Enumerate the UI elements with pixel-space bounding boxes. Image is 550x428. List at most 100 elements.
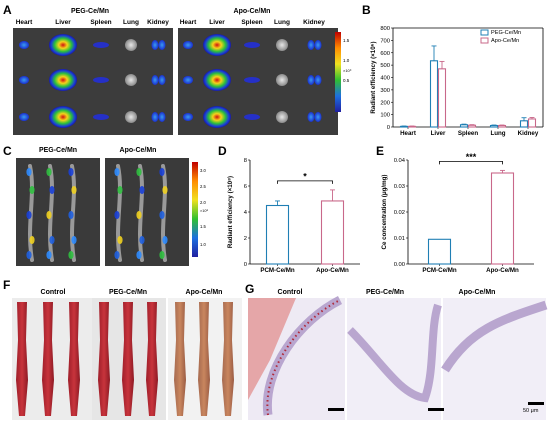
chart-d-y-tick-label: 6	[244, 184, 247, 190]
panel-label-c: C	[3, 144, 12, 158]
aorta-strip	[48, 164, 54, 262]
chart-d-y-tick-label: 4	[244, 210, 248, 216]
fluorescence-spot	[71, 236, 77, 244]
aorta-strip	[161, 164, 167, 262]
panel-c-colorbar-tick-5: 1.0	[200, 242, 206, 247]
panel-a-organ-heart-left: Heart	[16, 19, 33, 26]
fluorescence-spot	[136, 168, 142, 176]
panel-f-group-label-control: Control	[41, 289, 66, 296]
aorta-photo-strip	[174, 302, 186, 416]
panel-g-group-label-control: Control	[278, 289, 303, 296]
chart-b-bar	[399, 125, 409, 128]
chart-b-x-tick-label: Liver	[431, 130, 446, 137]
chart-b-y-tick-label: 800	[380, 26, 390, 32]
chart-b-x-tick-label: Kidney	[518, 130, 539, 137]
fluorescence-spot	[71, 186, 77, 194]
panel-c-colorbar	[192, 162, 198, 257]
kidney-organ	[314, 112, 322, 122]
panel-a-colorbar-tick-3: 0.5	[343, 78, 350, 83]
chart-e-significance-bracket	[439, 161, 503, 165]
kidney-organ	[151, 112, 159, 122]
chart-b-bar	[497, 124, 507, 128]
chart-b-y-tick-label: 200	[380, 100, 390, 106]
kidney-organ	[314, 75, 322, 85]
fluorescence-spot	[68, 251, 74, 259]
panel-f-group-label-peg: PEG-Ce/Mn	[109, 289, 147, 296]
kidney-organ	[158, 75, 166, 85]
chart-b-bar	[459, 124, 469, 128]
fluorescence-spot	[46, 251, 52, 259]
fluorescence-spot	[29, 236, 35, 244]
kidney-organ	[307, 75, 315, 85]
fluorescence-spot	[29, 186, 35, 194]
panel-a-organ-liver-right: Liver	[209, 19, 225, 26]
chart-e-x-tick-label: PCM-Ce/Mn	[422, 267, 457, 274]
panel-a-colorbar	[335, 32, 341, 112]
fluorescence-spot	[162, 236, 168, 244]
chart-b-y-tick-label: 600	[380, 51, 390, 57]
panel-label-b: B	[362, 3, 371, 17]
chart-d-y-label: Radiant efficiency (×10⁸)	[227, 176, 234, 248]
kidney-organ	[158, 40, 166, 50]
panel-label-f: F	[3, 278, 10, 292]
chart-e-bar	[490, 172, 515, 265]
chart-b-legend-swatch	[480, 37, 489, 44]
chart-b-y-tick-label: 100	[380, 113, 390, 119]
fluorescence-spot	[117, 186, 123, 194]
heart-organ	[183, 76, 193, 84]
chart-e-y-label: Ce concentration (μg/mg)	[381, 175, 388, 250]
kidney-organ	[151, 40, 159, 50]
aorta-photo-strip	[222, 302, 234, 416]
chart-b-x-tick-label: Spleen	[458, 130, 479, 137]
tissue-wall	[347, 303, 442, 403]
aorta-strip	[70, 164, 76, 262]
panel-a-organ-lung-left: Lung	[123, 19, 139, 26]
spleen-organ	[93, 77, 109, 83]
chart-d-y-tick-label: 2	[244, 236, 247, 242]
aorta-photo-strip	[68, 302, 80, 416]
tissue-pink-region	[248, 298, 296, 400]
aorta-strip	[138, 164, 144, 262]
tissue-stain-dots	[266, 299, 341, 416]
kidney-organ	[314, 40, 322, 50]
panel-a-group-label-peg: PEG-Ce/Mn	[71, 8, 109, 15]
fluorescence-spot	[46, 211, 52, 219]
chart-d: 0 2 4 6 8 Radiant efficiency (×10⁸) PCM-Ce/Mn A…	[227, 158, 360, 274]
panel-a-organ-images	[19, 34, 322, 128]
spleen-organ	[244, 114, 260, 120]
kidney-organ	[151, 75, 159, 85]
fluorescence-spot	[114, 168, 120, 176]
kidney-organ	[307, 112, 315, 122]
panel-c-colorbar-unit: ×10⁸	[200, 209, 208, 213]
spleen-organ	[244, 77, 260, 83]
fluorescence-spot	[49, 236, 55, 244]
panel-a-colorbar-unit: ×10⁹	[343, 68, 352, 73]
chart-d-x-tick-label: Apo-Ce/Mn	[316, 267, 349, 274]
fluorescence-spot	[114, 251, 120, 259]
chart-b-bar	[519, 120, 529, 128]
panel-f-group-label-apo: Apo-Ce/Mn	[186, 289, 223, 296]
lung-organ	[276, 74, 288, 86]
chart-b-y-tick-label: 300	[380, 88, 390, 94]
spleen-organ	[93, 42, 109, 48]
panel-label-d: D	[218, 144, 227, 158]
fluorescence-spot	[68, 168, 74, 176]
chart-b-bar	[407, 125, 417, 128]
panel-a-organ-heart-right: Heart	[180, 19, 197, 26]
heart-organ	[19, 41, 29, 49]
fluorescence-spot	[26, 211, 32, 219]
panel-a-peg-image	[13, 28, 173, 135]
aorta-photo-strip	[98, 302, 110, 416]
aorta-strip	[28, 164, 34, 262]
fluorescence-spot	[26, 251, 32, 259]
chart-b-bar	[467, 124, 477, 128]
aorta-photo-strip	[198, 302, 210, 416]
chart-e-significance-label: ***	[466, 152, 477, 162]
fluorescence-spot	[159, 211, 165, 219]
panel-g-scale-bar-apo	[528, 402, 544, 405]
liver-organ	[49, 69, 77, 91]
chart-b: 0 100 200 300 400 500 600 700 800 Radiant efficie…	[370, 26, 544, 137]
chart-b-x-tick-label: Heart	[400, 130, 416, 137]
